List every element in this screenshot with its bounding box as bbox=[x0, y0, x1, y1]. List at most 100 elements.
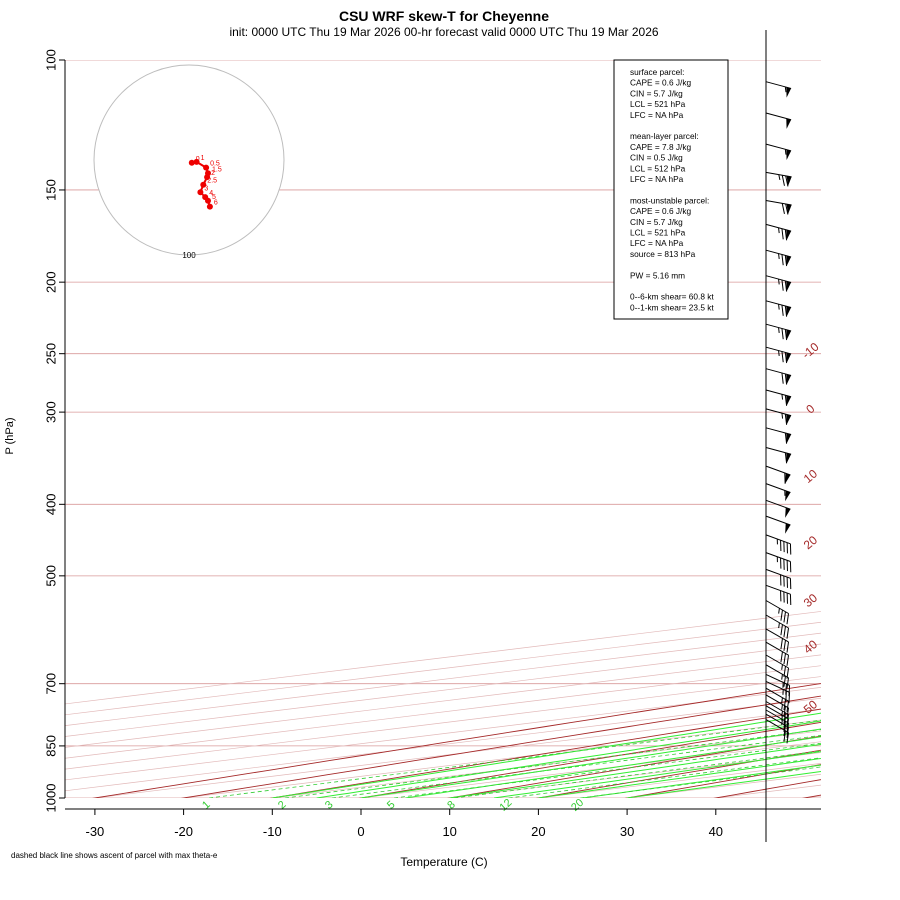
wind-barb bbox=[765, 323, 792, 341]
barb-flag bbox=[786, 722, 790, 734]
barb-staff bbox=[765, 654, 789, 669]
hodograph-point bbox=[205, 197, 211, 204]
barb-flag bbox=[784, 395, 788, 406]
barb-half-flag bbox=[778, 227, 780, 234]
barb-flag bbox=[783, 626, 786, 637]
stats-line: CIN = 5.7 J/kg bbox=[630, 217, 683, 227]
y-tick-label: 400 bbox=[43, 493, 58, 515]
mixing-ratio-line bbox=[454, 750, 821, 798]
isotherm-line bbox=[715, 784, 821, 798]
stats-line: 0--1-km shear= 23.5 kt bbox=[630, 302, 714, 312]
isotherm-line bbox=[65, 665, 821, 759]
wind-barb bbox=[765, 408, 792, 425]
y-tick-label: 250 bbox=[43, 343, 58, 365]
mixing-ratio-label: 8 bbox=[445, 799, 458, 812]
barb-flag bbox=[780, 574, 782, 586]
hodograph-point-label: 5 bbox=[212, 194, 216, 201]
barb-pennant bbox=[786, 176, 792, 187]
hodograph-point-label: 2.5 bbox=[207, 178, 217, 185]
barb-half-flag bbox=[778, 253, 780, 259]
wind-barb bbox=[765, 600, 790, 625]
barb-flag bbox=[780, 624, 783, 636]
mixing-ratio-line bbox=[393, 742, 821, 798]
barb-half-flag bbox=[781, 710, 783, 717]
wind-barb bbox=[765, 143, 792, 160]
barb-flag bbox=[789, 594, 792, 605]
wind-barb bbox=[765, 427, 792, 444]
moist-adiabat bbox=[493, 751, 821, 798]
barb-flag bbox=[784, 352, 788, 364]
barb-flag bbox=[784, 329, 788, 341]
barb-flag bbox=[786, 667, 790, 679]
wind-barb bbox=[765, 465, 791, 484]
dry-adiabat bbox=[92, 683, 821, 798]
barb-pennant bbox=[785, 523, 791, 534]
wind-barb bbox=[765, 112, 792, 129]
barb-staff bbox=[765, 673, 790, 686]
barb-half-flag bbox=[781, 664, 783, 670]
barb-flag bbox=[784, 452, 788, 464]
barb-flag bbox=[785, 203, 789, 215]
moist-adiabat bbox=[272, 712, 821, 798]
barb-half-flag bbox=[778, 350, 780, 356]
barb-half-flag bbox=[781, 719, 783, 725]
barb-flag bbox=[786, 655, 790, 666]
stats-line: mean-layer parcel: bbox=[630, 131, 699, 141]
barb-staff bbox=[765, 641, 789, 656]
barb-staff bbox=[765, 465, 791, 476]
hodograph-point bbox=[197, 189, 204, 196]
barb-flag bbox=[784, 280, 788, 292]
hodograph-point bbox=[204, 174, 211, 181]
dry-adiabat bbox=[180, 695, 821, 798]
x-tick-label: 40 bbox=[709, 824, 723, 839]
footnote: dashed black line shows ascent of parcel… bbox=[11, 851, 218, 860]
x-tick-label: 30 bbox=[620, 824, 634, 839]
wind-barb bbox=[765, 389, 792, 406]
stats-line: CIN = 5.7 J/kg bbox=[630, 88, 683, 98]
isotherm-label: 20 bbox=[801, 533, 820, 553]
y-tick-label: 200 bbox=[43, 271, 58, 293]
barb-half-flag bbox=[782, 689, 784, 695]
wind-barb bbox=[765, 641, 790, 666]
barb-flag bbox=[780, 638, 783, 650]
stats-box-frame bbox=[613, 59, 729, 320]
stats-line: LFC = NA hPa bbox=[630, 238, 684, 248]
stats-line: CAPE = 0.6 J/kg bbox=[630, 78, 691, 88]
barb-flag bbox=[781, 203, 785, 215]
isotherm-line bbox=[65, 654, 821, 748]
isotherm-line bbox=[272, 730, 821, 798]
stats-line: surface parcel: bbox=[630, 67, 684, 77]
barb-flag bbox=[784, 305, 788, 317]
hodograph-ring bbox=[93, 64, 285, 256]
barb-half-flag bbox=[778, 304, 780, 310]
barb-pennant bbox=[786, 433, 792, 444]
barb-flag bbox=[783, 559, 785, 570]
wind-barb bbox=[765, 249, 792, 267]
y-tick-label: 1000 bbox=[43, 784, 58, 813]
mixing-ratio-line bbox=[209, 719, 821, 798]
isotherm-line bbox=[804, 795, 821, 798]
stats-line: CIN = 0.5 J/kg bbox=[630, 153, 683, 163]
barb-flag bbox=[786, 718, 790, 730]
x-tick-label: -30 bbox=[86, 824, 105, 839]
barb-flag bbox=[789, 578, 792, 590]
wind-barb bbox=[765, 673, 791, 697]
wind-barb bbox=[765, 552, 792, 573]
barb-staff bbox=[765, 584, 791, 595]
stats-line: 0--6-km shear= 60.8 kt bbox=[630, 292, 714, 302]
hodograph-point-label: 4 bbox=[209, 190, 213, 197]
barb-staff bbox=[765, 628, 789, 643]
barb-flag bbox=[786, 732, 790, 744]
barb-flag bbox=[784, 414, 788, 425]
stats-line: CAPE = 0.6 J/kg bbox=[630, 206, 691, 216]
barb-staff bbox=[765, 143, 792, 152]
isotherm-label: 0 bbox=[803, 401, 817, 416]
wind-barb bbox=[765, 654, 790, 679]
barb-flag bbox=[783, 725, 786, 737]
barb-pennant bbox=[786, 352, 792, 364]
barb-flag bbox=[783, 591, 785, 603]
y-tick-label: 700 bbox=[43, 673, 58, 695]
isotherm-label: 40 bbox=[801, 637, 820, 657]
